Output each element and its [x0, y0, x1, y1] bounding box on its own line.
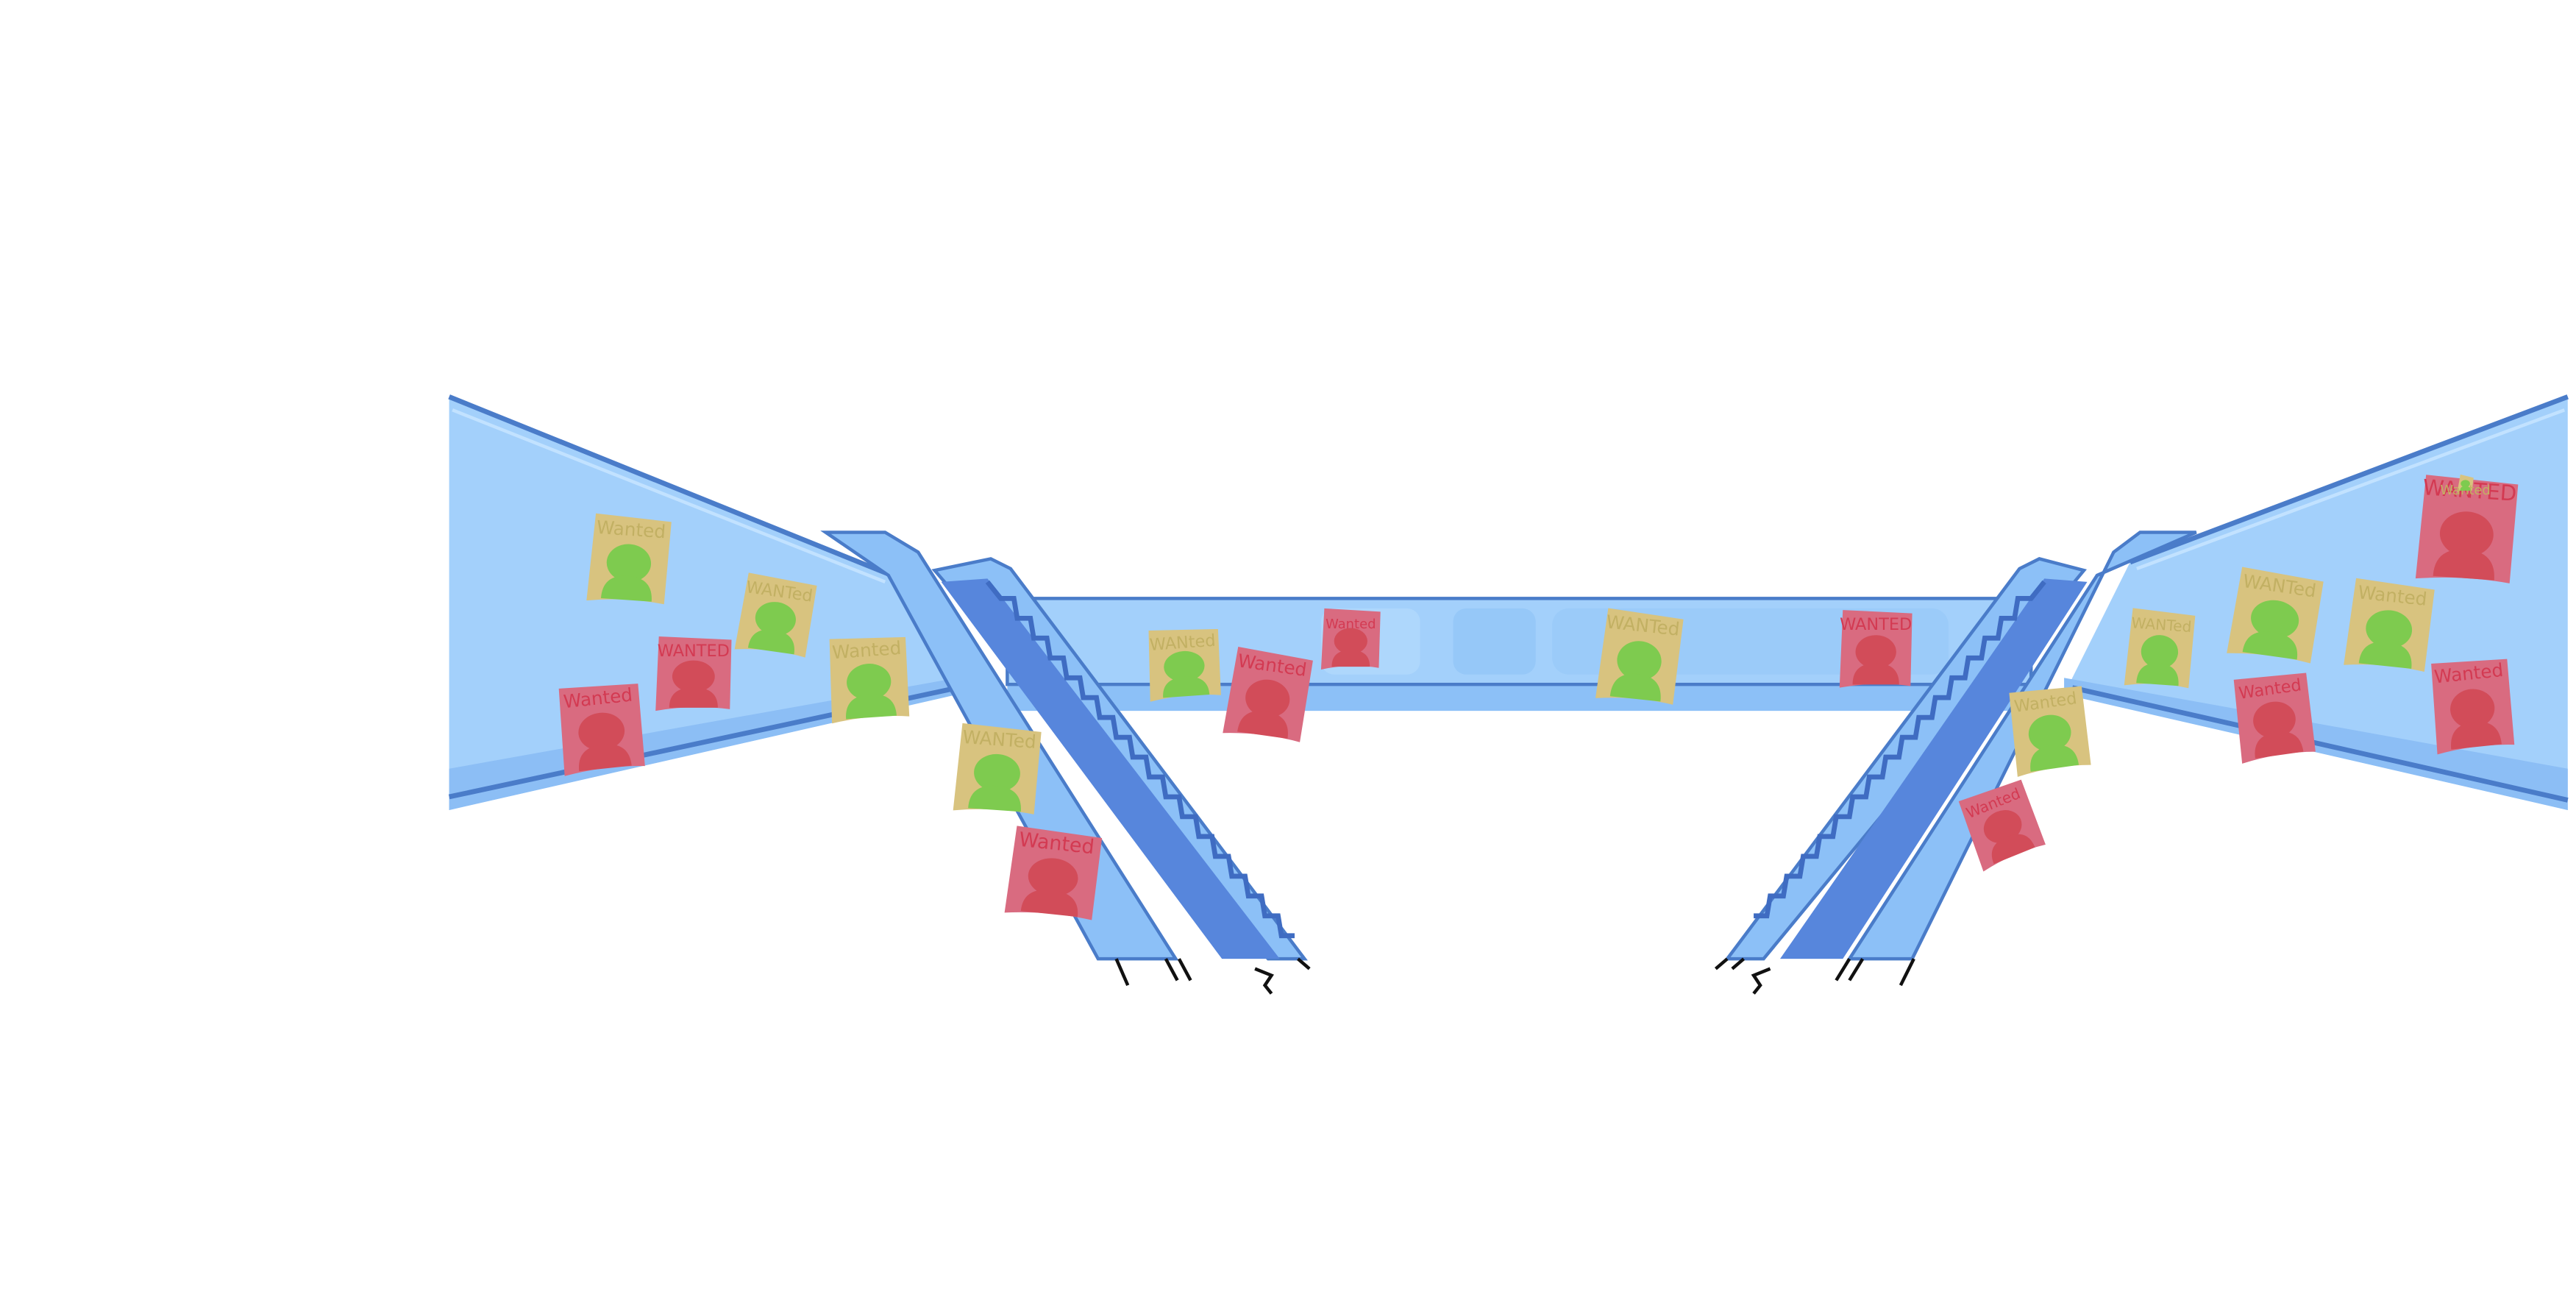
- wanted-poster[interactable]: Wanted: [2440, 474, 2491, 498]
- wanted-poster[interactable]: Wanted: [2006, 683, 2093, 777]
- wanted-poster[interactable]: WANTed: [953, 723, 1042, 817]
- wanted-poster[interactable]: WANTed: [1595, 608, 1684, 706]
- silhouette-icon: [968, 753, 1021, 812]
- silhouette-icon: [1237, 679, 1290, 739]
- right-escalator: [1714, 530, 2197, 995]
- left-escalator-steps: [985, 580, 1295, 939]
- wanted-poster[interactable]: Wanted: [2230, 670, 2317, 764]
- poster-label: WANTED: [1840, 615, 1912, 634]
- wanted-poster[interactable]: Wanted: [586, 513, 672, 606]
- silhouette-icon: [747, 602, 796, 655]
- wanted-poster[interactable]: Wanted: [1320, 608, 1381, 670]
- wanted-poster[interactable]: WANTed: [2227, 567, 2324, 665]
- silhouette-icon: [2433, 511, 2494, 581]
- poster-label: WANTed: [2131, 614, 2192, 636]
- silhouette-icon: [1331, 628, 1370, 667]
- silhouette-icon: [1609, 641, 1662, 702]
- silhouette-icon: [2136, 635, 2179, 686]
- silhouette-icon: [2460, 480, 2471, 491]
- silhouette-icon: [600, 544, 652, 602]
- poster-label: Wanted: [831, 637, 902, 664]
- silhouette-icon: [1020, 858, 1078, 918]
- wanted-poster[interactable]: WANTED: [2415, 475, 2519, 585]
- poster-label: WANTed: [962, 726, 1037, 753]
- silhouette-icon: [1983, 810, 2035, 865]
- silhouette-icon: [578, 712, 632, 772]
- wanted-poster[interactable]: WANTed: [2124, 608, 2196, 690]
- silhouette-icon: [2450, 689, 2502, 750]
- silhouette-icon: [2253, 701, 2304, 759]
- silhouette-icon: [846, 664, 897, 720]
- wanted-poster[interactable]: Wanted: [1004, 826, 1103, 922]
- wanted-poster[interactable]: WANTED: [655, 636, 732, 711]
- wanted-poster[interactable]: Wanted: [2344, 578, 2435, 673]
- wanted-poster[interactable]: Wanted: [555, 681, 647, 776]
- poster-label: WANted: [1149, 631, 1216, 655]
- silhouette-icon: [2358, 610, 2413, 669]
- poster-label: Wanted: [596, 517, 666, 543]
- poster-label: Wanted: [1326, 617, 1376, 632]
- silhouette-icon: [2028, 714, 2079, 772]
- poster-label: WANTED: [658, 642, 730, 661]
- right-escalator-steps: [1754, 580, 2046, 919]
- silhouette-icon: [2242, 600, 2299, 660]
- silhouette-icon: [1852, 635, 1899, 685]
- wanted-poster[interactable]: WANTed: [734, 572, 817, 659]
- wanted-poster[interactable]: WANTED: [1839, 610, 1913, 688]
- silhouette-icon: [669, 660, 718, 708]
- silhouette-icon: [1163, 650, 1210, 698]
- wanted-poster[interactable]: Wanted: [2428, 656, 2516, 755]
- wanted-poster[interactable]: Wanted: [1956, 776, 2048, 872]
- wanted-poster[interactable]: Wanted: [826, 634, 911, 724]
- wanted-poster[interactable]: Wanted: [1223, 646, 1313, 744]
- wanted-poster[interactable]: WANted: [1145, 625, 1223, 702]
